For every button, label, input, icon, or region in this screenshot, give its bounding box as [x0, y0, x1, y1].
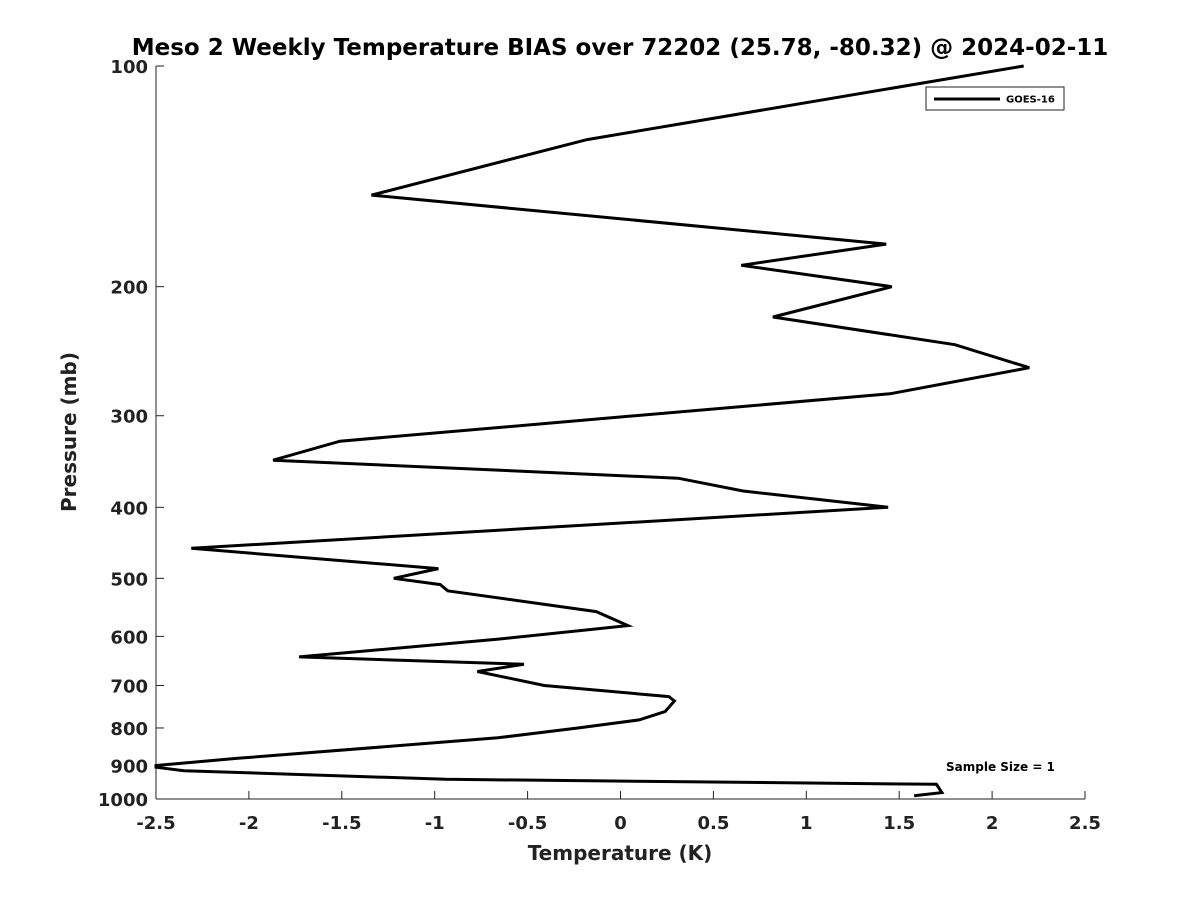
x-tick-label: 2.5 [1069, 813, 1101, 834]
x-tick-label: -0.5 [508, 813, 547, 834]
y-tick-label: 600 [110, 627, 148, 648]
x-axis-label: Temperature (K) [528, 841, 713, 865]
legend-entry-goes-16: GOES-16 [1006, 95, 1055, 106]
x-tick-label: 0 [614, 813, 627, 834]
y-tick-label: 1000 [98, 790, 148, 811]
y-tick-label: 900 [110, 756, 148, 777]
x-tick-label: -2 [239, 813, 259, 834]
x-tick-label: 1.5 [883, 813, 915, 834]
y-tick-label: 800 [110, 719, 148, 740]
x-tick-label: 1 [800, 813, 813, 834]
y-tick-label: 500 [110, 569, 148, 590]
legend: GOES-16 [925, 86, 1065, 111]
y-axis-label: Pressure (mb) [57, 352, 81, 512]
y-ticks: 100 200 300 400 500 600 700 800 900 1000 [98, 57, 164, 811]
plot-frame [155, 66, 1085, 800]
y-tick-label: 300 [110, 407, 148, 428]
sample-size-annotation: Sample Size = 1 [946, 760, 1055, 774]
series-layer [154, 64, 1030, 798]
chart-title: Meso 2 Weekly Temperature BIAS over 7220… [132, 35, 1109, 61]
y-tick-label: 100 [110, 57, 148, 78]
series-line-goes-16 [154, 64, 1030, 798]
x-tick-label: -2.5 [136, 813, 175, 834]
x-tick-label: 0.5 [697, 813, 729, 834]
y-tick-label: 400 [110, 498, 148, 519]
x-tick-label: -1.5 [322, 813, 361, 834]
y-tick-label: 700 [110, 676, 148, 697]
x-tick-label: 2 [986, 813, 999, 834]
x-tick-label: -1 [425, 813, 445, 834]
x-ticks: -2.5 -2 -1.5 -1 -0.5 0 0.5 1 1.5 2 2.5 [136, 791, 1101, 834]
y-tick-label: 200 [110, 278, 148, 299]
